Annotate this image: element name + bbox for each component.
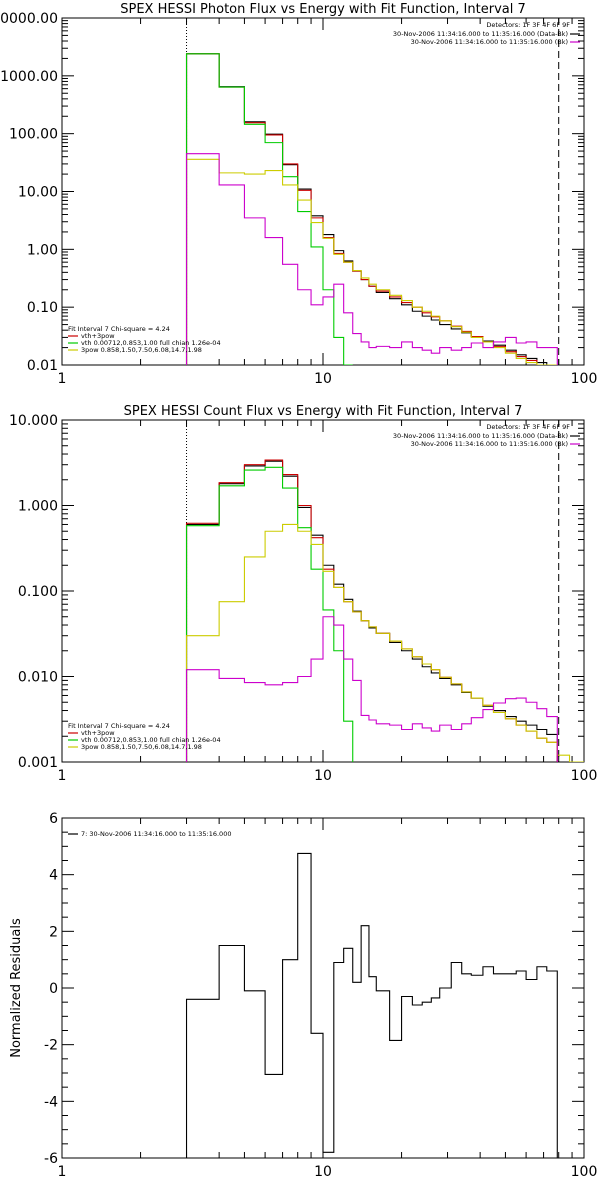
- count-flux-panel: SPEX HESSI Count Flux vs Energy with Fit…: [9, 404, 597, 784]
- y-tick-label: -2: [44, 1038, 58, 1054]
- legend-fit-header: Fit Interval 7 Chi-square = 4.24: [68, 325, 170, 333]
- x-tick-label: 10: [314, 768, 332, 784]
- y-tick-label: 4: [49, 868, 58, 884]
- series-powerlaw: [185, 158, 558, 365]
- x-tick-label: 100: [571, 371, 598, 387]
- legend-entry-label: vth+3pow: [81, 729, 115, 737]
- y-tick-label: 6: [49, 811, 58, 827]
- y-tick-label: 1.00: [27, 242, 58, 258]
- legend-entry-label: 30-Nov-2006 11:34:16.000 to 11:35:16.000…: [411, 440, 568, 448]
- y-axis-label: Normalized Residuals: [9, 918, 24, 1058]
- series-background: [185, 153, 558, 365]
- series-fit: [185, 459, 558, 762]
- y-tick-label: -4: [44, 1094, 58, 1110]
- legend-entry-label: 3pow 0.858,1.50,7.50,6.08,14.7,1.98: [81, 743, 202, 751]
- legend-entry-label: 30-Nov-2006 11:34:16.000 to 11:35:16.000…: [393, 432, 568, 440]
- y-tick-label: 10.000: [9, 413, 58, 429]
- residuals-panel: Normalized Residuals 1 10 100 -6 -4 -2 0 2 4 6 7: 3…: [9, 811, 597, 1180]
- chart-title: SPEX HESSI Count Flux vs Energy with Fit…: [124, 404, 523, 419]
- x-tick-label: 1: [58, 1164, 67, 1180]
- x-tick-label: 100: [571, 768, 598, 784]
- y-tick-label: 2: [49, 924, 58, 940]
- y-tick-label: 0: [49, 981, 58, 997]
- series-background: [185, 616, 558, 762]
- y-tick-label: 1000.00: [0, 69, 58, 85]
- x-tick-label: 10: [314, 371, 332, 387]
- y-tick-label: 0.01: [27, 358, 58, 374]
- y-tick-label: 0.010: [18, 670, 58, 686]
- x-tick-label: 10: [314, 1164, 332, 1180]
- y-tick-label: 0.100: [18, 584, 58, 600]
- series-thermal: [185, 53, 353, 365]
- series-residuals: [185, 852, 558, 1158]
- legend-entry-label: vth 0.00712,0.853,1.00 full chian 1.26e-…: [81, 736, 221, 744]
- legend-detectors: Detectors: 1F 3F 4F 6F 9F: [486, 21, 570, 29]
- y-tick-label: 10000.00: [0, 11, 58, 27]
- chart-title: SPEX HESSI Photon Flux vs Energy with Fi…: [120, 2, 526, 17]
- y-tick-label: 0.001: [18, 755, 58, 771]
- series-data: [185, 53, 558, 365]
- y-tick-label: 1.000: [18, 499, 58, 515]
- legend-fit-header: Fit Interval 7 Chi-square = 4.24: [68, 722, 170, 730]
- series-data: [185, 460, 558, 762]
- legend-entry-label: 3pow 0.858,1.50,7.50,6.08,14.7,1.98: [81, 346, 202, 354]
- x-tick-label: 1: [58, 371, 67, 387]
- y-tick-label: 10.00: [18, 185, 58, 201]
- legend-entry-label: 7: 30-Nov-2006 11:34:16.000 to 11:35:16.…: [81, 830, 231, 838]
- legend-detectors: Detectors: 1F 3F 4F 6F 9F: [486, 423, 570, 431]
- series-thermal: [185, 466, 354, 762]
- photon-flux-panel: SPEX HESSI Photon Flux vs Energy with Fi…: [0, 2, 597, 387]
- legend-entry-label: 30-Nov-2006 11:34:16.000 to 11:35:16.000…: [393, 30, 568, 38]
- y-tick-label: -6: [44, 1151, 58, 1167]
- x-tick-label: 100: [571, 1164, 598, 1180]
- legend-entry-label: vth+3pow: [81, 332, 115, 340]
- plot-frame: [61, 17, 585, 366]
- legend-entry-label: 30-Nov-2006 11:34:16.000 to 11:35:16.000…: [411, 38, 568, 46]
- series-powerlaw: [185, 523, 584, 762]
- y-tick-label: 0.10: [27, 300, 58, 316]
- series-fit: [185, 53, 558, 365]
- x-tick-label: 1: [58, 768, 67, 784]
- legend-entry-label: vth 0.00712,0.853,1.00 full chian 1.26e-…: [81, 339, 221, 347]
- y-tick-label: 100.00: [9, 127, 58, 143]
